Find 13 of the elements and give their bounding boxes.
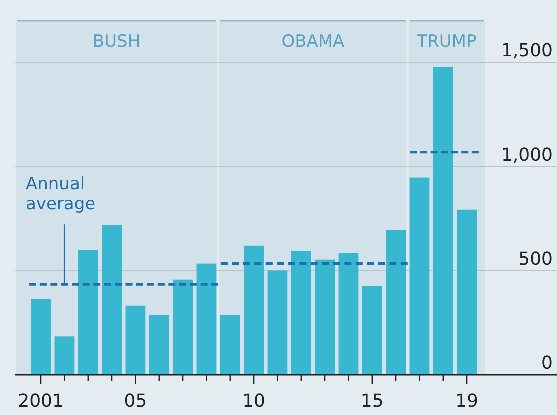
annotation: Annual average: [26, 174, 96, 215]
x-tick-label: 10: [242, 391, 266, 412]
x-tick-label: 05: [124, 391, 148, 412]
band-label: TRUMP: [416, 32, 477, 52]
band-label: BUSH: [92, 32, 141, 52]
band-label: OBAMA: [282, 32, 346, 52]
y-tick-label: 1,000: [501, 144, 553, 166]
y-tick-label: 0: [542, 353, 553, 374]
x-tick-label: 15: [360, 391, 384, 412]
x-tick-label: 19: [456, 391, 479, 412]
x-tick-label: 2001: [18, 391, 64, 412]
y-tick-label: 1,500: [501, 40, 553, 62]
y-tick-label: 500: [518, 248, 553, 270]
